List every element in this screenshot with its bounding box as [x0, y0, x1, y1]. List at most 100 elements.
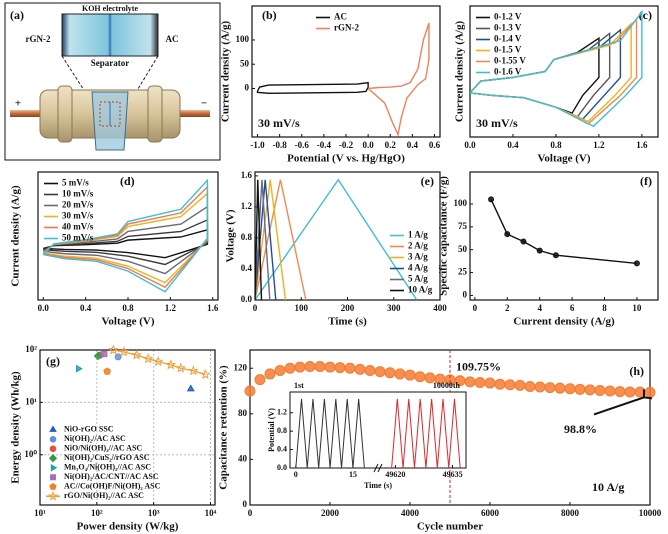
x-tick-label: 10	[632, 303, 642, 313]
legend-marker	[48, 454, 58, 463]
panel-label: (f)	[640, 174, 652, 188]
series-line	[255, 179, 271, 300]
y-tick-label: 1.6	[241, 170, 253, 180]
separator-label: Separator	[91, 58, 130, 68]
x-tick-label: 2	[505, 303, 510, 313]
legend-marker	[49, 436, 57, 443]
data-point	[101, 350, 108, 358]
x-tick-label: -0.4	[317, 140, 332, 150]
y-tick-label: 120	[234, 362, 248, 372]
x-tick-label: 0	[248, 508, 253, 518]
legend-label: 0-1.55 V	[494, 56, 526, 66]
y-tick-label: 100	[236, 34, 250, 44]
x-tick-label: 8	[602, 303, 607, 313]
inset-x-tick-label: 15	[349, 470, 357, 479]
y-tick-label: 50	[240, 58, 250, 68]
legend-label: 0-1.5 V	[494, 45, 522, 55]
x-axis-label: Potential (V vs. Hg/HgO)	[287, 153, 405, 165]
legend-marker	[50, 463, 58, 472]
legend-label: 3 A/g	[408, 252, 428, 262]
y-axis-label: Voltage (V)	[225, 209, 237, 262]
data-point	[374, 366, 386, 378]
data-point	[131, 349, 142, 360]
data-point	[244, 385, 256, 397]
data-point	[504, 231, 511, 238]
x-tick-label: 200	[341, 303, 355, 313]
y-tick-label: 10⁰	[24, 449, 37, 459]
data-point	[564, 383, 576, 395]
data-point	[624, 386, 636, 398]
data-point	[186, 384, 195, 392]
legend-label: 2 A/g	[408, 241, 428, 251]
legend-label: NiO/Ni(OH)₂//AC ASC	[64, 444, 142, 453]
x-tick-label: 0.0	[464, 140, 476, 150]
legend-label: Ni(OH)₂//AC ASC	[64, 434, 126, 443]
data-point	[544, 382, 556, 394]
y-axis-label: Current density (A/g)	[220, 21, 232, 123]
inset-background	[289, 391, 467, 469]
y-tick-label: 25	[458, 267, 468, 277]
electrolyte-photo	[61, 13, 159, 57]
legend-label: 4 A/g	[408, 263, 428, 273]
x-tick-label: -1.0	[250, 140, 265, 150]
data-point	[114, 353, 122, 361]
annotation: 30 mV/s	[258, 116, 300, 130]
x-tick-label: 2000	[321, 508, 340, 518]
series-line	[470, 36, 600, 115]
panel-label: (h)	[629, 364, 644, 378]
data-point	[93, 351, 103, 361]
data-point	[464, 376, 476, 388]
data-point	[534, 381, 546, 393]
data-point	[494, 378, 506, 390]
y-tick-label: 0	[245, 83, 250, 93]
legend-label: 30 mV/s	[62, 211, 94, 221]
x-tick-label: 10²	[91, 508, 103, 518]
legend-label: 10 mV/s	[62, 189, 94, 199]
series-line	[367, 22, 430, 137]
x-tick-label: 6000	[481, 508, 500, 518]
inset-y-tick-label: 0.4	[277, 444, 287, 453]
y-tick-label: 75	[458, 221, 468, 231]
data-point	[594, 385, 606, 396]
x-tick-label: 0.8	[122, 303, 134, 313]
y-tick-label: 0.8	[241, 232, 253, 242]
data-point	[108, 344, 119, 355]
y-axis-label: Current density (A/g)	[10, 185, 22, 287]
data-point	[274, 365, 286, 376]
legend-marker	[49, 482, 57, 490]
legend-label: Mn₃O₄/Ni(OH)₂//AC ASC	[64, 463, 151, 472]
x-tick-label: 1.6	[207, 303, 219, 313]
series-line	[470, 31, 611, 118]
series-line	[255, 179, 263, 300]
positive-terminal: +	[15, 98, 21, 110]
y-tick-label: 40	[238, 453, 248, 463]
inset-panel-label: 10000th	[433, 381, 461, 390]
plot-frame	[37, 171, 219, 301]
x-axis-label: Voltage (V)	[101, 316, 154, 328]
series-line	[255, 179, 277, 300]
series-line	[256, 81, 369, 95]
panel-label: (c)	[639, 8, 652, 22]
data-point	[304, 361, 316, 372]
data-point	[584, 384, 596, 396]
plot-frame	[251, 5, 441, 138]
x-tick-label: 0.4	[407, 140, 419, 150]
data-point	[644, 386, 656, 398]
legend-label: NiO-rGO SSC	[64, 425, 114, 434]
annotation: 30 mV/s	[476, 116, 518, 130]
x-tick-label: 0	[473, 303, 478, 313]
data-point	[614, 386, 626, 398]
legend-label: AC	[334, 12, 347, 22]
data-point	[364, 365, 376, 376]
series-line	[42, 178, 209, 293]
x-tick-label: 0.0	[38, 303, 50, 313]
x-axis-label: Cycle number	[417, 521, 483, 533]
negative-terminal: −	[201, 98, 207, 110]
legend-label: Ni(OH)₂/AC/CNT//AC ASC	[64, 472, 159, 481]
x-tick-label: 0.2	[385, 140, 397, 150]
cell-ring	[147, 85, 163, 143]
legend-label: 10 A/g	[408, 285, 433, 295]
left-electrode-label: rGN-2	[26, 34, 51, 44]
inset-x-label: Time (s)	[364, 481, 392, 490]
x-tick-label: 10¹	[34, 508, 46, 518]
